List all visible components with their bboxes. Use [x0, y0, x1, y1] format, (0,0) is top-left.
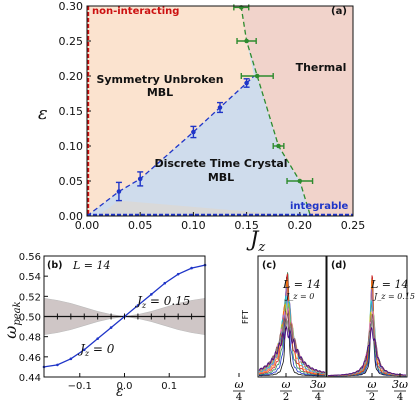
d-spectrum-11 — [327, 327, 407, 376]
b-x-tick-label-1: 0.0 — [117, 381, 133, 392]
thermal-label: Thermal — [296, 61, 347, 74]
jz0-point-1 — [56, 363, 59, 367]
y-tick-label-4: 0.20 — [59, 70, 84, 83]
jz0-point-2 — [69, 357, 73, 361]
dtc-point-2 — [191, 129, 196, 135]
y-tick-label-2: 0.10 — [59, 140, 84, 153]
d-x-tick-num-0: ω — [368, 378, 377, 391]
x-tick-label-5: 0.25 — [341, 219, 366, 232]
x-tick-label-0: 0.00 — [75, 219, 100, 232]
b-y-tick-label-6: 0.56 — [19, 252, 41, 263]
region-time-crystal — [87, 41, 311, 216]
panel-a-frame — [86, 5, 354, 217]
omega-peak-panel: −0.1 0.0 0.1 0.44 0.46 0.48 0.50 0.52 0.54 0.56 (… — [1, 252, 207, 400]
dtc-point-4 — [244, 80, 249, 86]
y-tick-label-0: 0.00 — [59, 210, 84, 223]
x-tick-label-2: 0.10 — [181, 219, 206, 232]
c-x-tick-num-0: ω — [235, 378, 244, 391]
c-spectrum-11 — [258, 325, 326, 374]
jz0-point-5 — [109, 326, 113, 329]
panel-c-tag: (c) — [262, 260, 276, 271]
y-tick-label-6: 0.30 — [59, 0, 84, 13]
c-x-tick-num-1: ω — [282, 378, 291, 391]
dtc-point-0 — [116, 189, 122, 194]
fft-panel-d: (d) L = 14 J_z = 0.15 — [326, 255, 415, 378]
c-x-tick-num-2: 3ω — [310, 378, 326, 391]
time-crystal-label: Discrete Time Crystal — [154, 157, 287, 170]
panel-b-tag: (b) — [47, 260, 62, 271]
phase-diagram-panel: 0.00 0.05 0.10 0.15 0.20 0.25 0.00 0.05 0.10 0.15… — [38, 0, 365, 255]
c-spectrum-1 — [259, 279, 325, 376]
region-gray-sliver — [97, 200, 300, 216]
panel-c-jz-label: J_z = 0 — [284, 292, 314, 301]
region-symmetry-unbroken — [87, 6, 255, 216]
x-tick-label-3: 0.15 — [234, 219, 259, 232]
y-axis-label-epsilon: ε — [38, 103, 48, 124]
panel-d-tag: (d) — [331, 260, 346, 271]
panel-a-ticks: 0.00 0.05 0.10 0.15 0.20 0.25 0.00 0.05 0.10 0.15… — [59, 0, 366, 232]
thermal-point-1 — [244, 38, 249, 44]
b-y-tick-label-1: 0.46 — [19, 353, 41, 364]
panel-b-y-label: ωpeak — [1, 301, 23, 338]
y-tick-label-3: 0.15 — [59, 105, 84, 118]
jz0-point-3 — [82, 348, 86, 352]
y-tick-label-5: 0.25 — [59, 35, 84, 48]
jz0-point-11 — [190, 266, 193, 270]
b-y-tick-label-3: 0.50 — [19, 313, 41, 324]
thermal-point-4 — [297, 178, 303, 184]
b-y-tick-label-2: 0.48 — [19, 333, 41, 344]
b-y-tick-label-4: 0.52 — [19, 292, 41, 303]
jz0-point-7 — [136, 304, 140, 307]
panel-b-ticks: −0.1 0.0 0.1 0.44 0.46 0.48 0.50 0.52 0.54 0.56 — [19, 252, 177, 392]
panel-d-jz-label: J_z = 0.15 — [372, 292, 415, 301]
d-x-tick-num-1: 3ω — [392, 378, 408, 391]
dtc-point-3 — [217, 105, 223, 110]
c-spectrum-0 — [258, 275, 325, 377]
y-tick-label-1: 0.05 — [59, 175, 84, 188]
b-x-tick-label-2: 0.1 — [161, 381, 177, 392]
panel-b-size-label: L = 14 — [72, 259, 111, 272]
time-crystal-mbl-label: MBL — [208, 171, 234, 184]
legend-jz015: Jz = 0.15 — [134, 294, 190, 310]
symmetry-unbroken-label: Symmetry Unbroken — [96, 73, 223, 86]
panel-d-size-label: L = 14 — [370, 278, 409, 291]
c-x-tick-den-1: 2 — [283, 392, 289, 400]
x-tick-label-1: 0.05 — [128, 219, 153, 232]
jz0-point-8 — [150, 293, 153, 296]
fft-panel-c: (c) L = 14 J_z = 0 FFT — [241, 255, 327, 378]
non-interacting-label: non-interacting — [92, 6, 179, 17]
panel-b-frame — [43, 255, 206, 378]
panel-d-frame — [326, 255, 408, 378]
b-y-tick-label-5: 0.54 — [19, 272, 41, 283]
panel-b-x-label: ε — [116, 384, 124, 400]
thermal-point-3 — [276, 143, 281, 149]
panel-c-size-label: L = 14 — [282, 278, 321, 291]
jz0-point-4 — [96, 337, 99, 340]
jz0-point-10 — [176, 272, 180, 276]
panel-c-frame — [257, 255, 327, 378]
b-x-tick-label-0: −0.1 — [68, 381, 92, 392]
panel-d-spectra — [327, 275, 407, 377]
symmetry-unbroken-mbl-label: MBL — [147, 86, 173, 99]
c-x-tick-den-0: 4 — [236, 392, 242, 400]
d-x-tick-den-0: 2 — [369, 392, 375, 400]
integrable-label: integrable — [290, 201, 349, 212]
jz0-point-9 — [163, 281, 167, 285]
legend-jz0: Jz = 0 — [77, 342, 115, 358]
b-y-tick-label-0: 0.44 — [19, 373, 41, 384]
x-tick-label-4: 0.20 — [288, 219, 313, 232]
fft-axis-label: FFT — [241, 310, 250, 324]
panel-c-spectra — [258, 272, 326, 377]
d-x-tick-den-1: 4 — [397, 392, 403, 400]
region-thermal — [241, 6, 353, 216]
panel-a-tag: (a) — [331, 6, 347, 17]
c-x-tick-den-2: 4 — [315, 392, 321, 400]
panel-a-data-points — [115, 4, 314, 202]
thermal-point-2 — [254, 73, 260, 79]
dtc-point-1 — [137, 176, 143, 182]
